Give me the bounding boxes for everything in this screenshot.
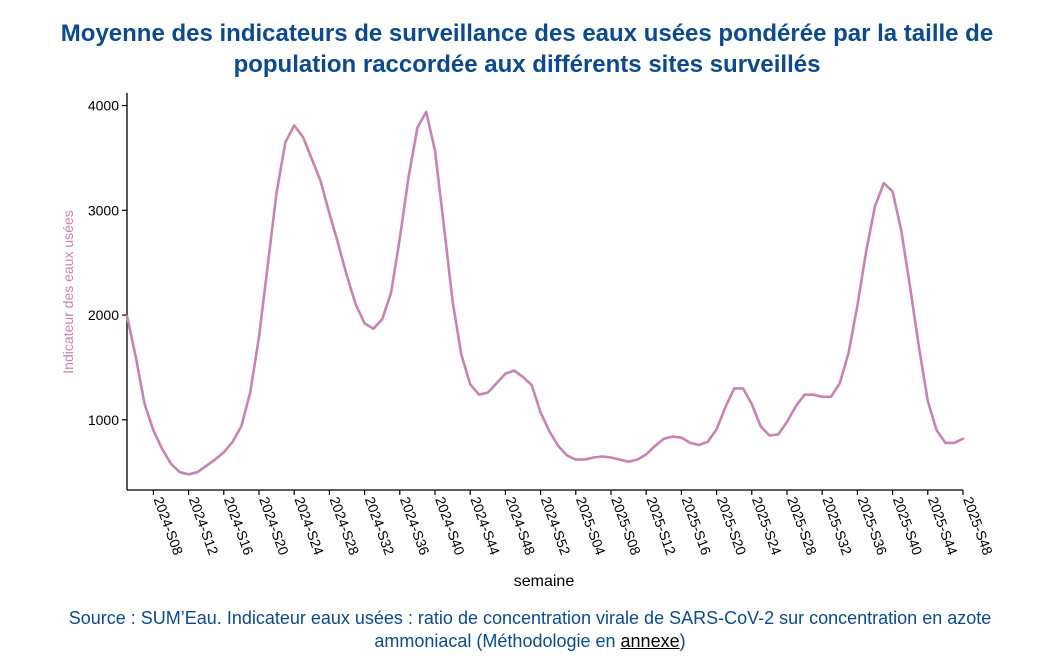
x-tick-label: 2024-S08 xyxy=(151,495,187,558)
x-tick-label: 2025-S08 xyxy=(608,495,644,558)
x-tick-label: 2024-S20 xyxy=(256,495,292,558)
x-tick-label: 2024-S24 xyxy=(291,495,327,558)
source-text: Source : SUM’Eau. Indicateur eaux usées … xyxy=(68,608,992,651)
y-axis: 1000 2000 3000 4000 xyxy=(88,93,128,490)
series-layer xyxy=(125,110,965,476)
series-line xyxy=(125,110,965,476)
x-axis: 2024-S08 2024-S12 2024-S16 2024-S20 2024-S24… xyxy=(127,489,996,558)
x-tick-label: 2024-S40 xyxy=(432,495,468,558)
chart-title: Moyenne des indicateurs de surveillance … xyxy=(60,20,994,78)
x-tick-label: 2025-S44 xyxy=(925,495,961,558)
x-tick-label: 2025-S40 xyxy=(890,495,926,558)
x-tick-label: 2024-S52 xyxy=(538,495,574,558)
x-tick-label: 2025-S12 xyxy=(643,495,679,558)
y-tick-label: 4000 xyxy=(88,98,119,114)
x-tick-label: 2025-S48 xyxy=(960,495,996,558)
x-tick-label: 2025-S24 xyxy=(749,495,785,558)
x-tick-label: 2024-S16 xyxy=(221,495,257,558)
annex-link[interactable]: annexe xyxy=(620,631,680,651)
x-tick-label: 2025-S36 xyxy=(855,495,891,558)
x-tick-label: 2024-S44 xyxy=(467,495,503,558)
x-tick-label: 2024-S36 xyxy=(397,495,433,558)
x-tick-label: 2025-S20 xyxy=(714,495,750,558)
x-tick-label: 2024-S48 xyxy=(503,495,539,558)
x-tick-label: 2025-S04 xyxy=(573,495,609,558)
y-tick-label: 2000 xyxy=(88,307,119,323)
y-axis-label: Indicateur des eaux usées xyxy=(60,210,76,373)
x-tick-label: 2025-S16 xyxy=(679,495,715,558)
y-tick-label: 3000 xyxy=(88,202,119,218)
x-tick-label: 2025-S32 xyxy=(819,495,855,558)
x-tick-label: 2025-S28 xyxy=(784,495,820,558)
x-tick-label: 2024-S12 xyxy=(186,495,222,558)
x-tick-label: 2024-S28 xyxy=(327,495,363,558)
x-tick-label: 2024-S32 xyxy=(362,495,398,558)
x-axis-label: semaine xyxy=(514,573,575,590)
source-note: Source : SUM’Eau. Indicateur eaux usées … xyxy=(20,607,1040,653)
y-tick-label: 1000 xyxy=(88,412,119,428)
line-chart: 1000 2000 3000 4000 2024-S08 2024-S12 2024-S1… xyxy=(60,93,996,590)
source-text-end: ) xyxy=(679,631,686,651)
